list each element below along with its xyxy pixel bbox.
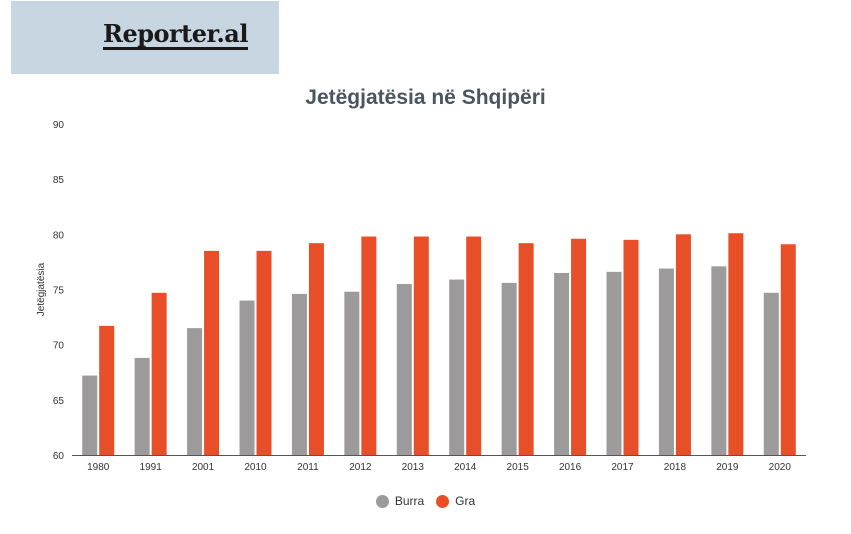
legend: Burra Gra [0, 494, 851, 508]
y-tick-label: 85 [53, 175, 65, 186]
bar-burra-2012 [344, 291, 360, 455]
legend-item-burra[interactable]: Burra [375, 494, 425, 508]
bar-gra-2010 [256, 250, 272, 455]
x-tick-label: 2014 [454, 462, 477, 473]
bar-burra-2010 [239, 300, 255, 455]
logo-banner: Reporter.al [11, 1, 279, 74]
x-tick-label: 2013 [402, 462, 425, 473]
bar-gra-2019 [728, 233, 744, 455]
y-axis-label: Jetëgjatësia [36, 262, 47, 316]
bar-gra-2018 [675, 234, 691, 455]
bar-gra-2013 [413, 236, 429, 455]
x-tick-label: 2015 [507, 462, 530, 473]
legend-swatch-burra [375, 494, 389, 508]
x-tick-label: 1991 [140, 462, 163, 473]
x-tick-label: 2001 [192, 462, 215, 473]
y-tick-label: 90 [53, 120, 65, 131]
x-tick-label: 2010 [244, 462, 267, 473]
bar-gra-1991 [151, 292, 167, 455]
bar-burra-2015 [501, 282, 517, 455]
legend-label-burra: Burra [394, 494, 425, 508]
bar-burra-2016 [554, 272, 570, 455]
legend-item-gra[interactable]: Gra [436, 494, 475, 508]
bar-burra-2001 [187, 328, 203, 455]
y-tick-label: 75 [53, 286, 65, 297]
bar-burra-2011 [291, 293, 307, 455]
bar-burra-2020 [763, 292, 779, 455]
y-tick-label: 80 [53, 230, 65, 241]
x-tick-label: 2019 [716, 462, 739, 473]
bar-gra-1980 [99, 325, 115, 455]
bar-gra-2020 [780, 244, 796, 455]
x-tick-label: 2017 [611, 462, 634, 473]
bar-burra-2018 [658, 268, 674, 455]
legend-label-gra: Gra [455, 494, 476, 508]
bar-gra-2016 [571, 238, 587, 455]
y-tick-label: 70 [53, 341, 65, 352]
bar-burra-1991 [134, 357, 150, 455]
y-tick-label: 65 [53, 396, 65, 407]
x-tick-label: 2018 [664, 462, 687, 473]
x-tick-label: 2020 [769, 462, 792, 473]
legend-swatch-gra [436, 494, 450, 508]
bar-burra-2013 [396, 283, 412, 455]
bar-gra-2012 [361, 236, 377, 455]
x-tick-label: 2011 [297, 462, 319, 473]
bar-gra-2011 [308, 243, 324, 455]
bar-gra-2001 [204, 250, 220, 455]
bar-burra-2017 [606, 271, 622, 455]
bar-burra-2019 [711, 266, 727, 455]
bar-gra-2017 [623, 239, 639, 455]
x-tick-label: 1980 [87, 462, 110, 473]
bar-burra-2014 [449, 279, 465, 455]
bar-gra-2015 [518, 243, 534, 455]
logo: Reporter.al [103, 19, 248, 50]
x-tick-label: 2016 [559, 462, 582, 473]
bar-burra-1980 [82, 375, 98, 455]
bar-gra-2014 [466, 236, 482, 455]
y-tick-label: 60 [53, 451, 65, 462]
x-tick-label: 2012 [349, 462, 372, 473]
chart-title: Jetëgjatësia në Shqipëri [305, 86, 546, 109]
